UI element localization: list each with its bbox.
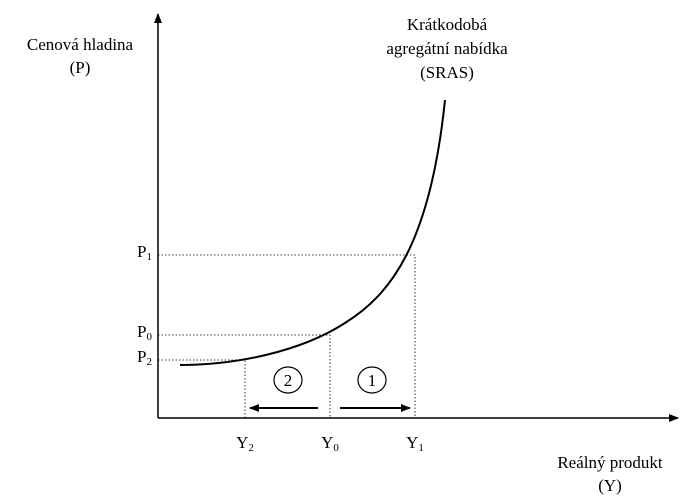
shift-circle: [273, 366, 303, 394]
tick-label: P0: [137, 322, 152, 343]
sras-curve: [179, 99, 446, 366]
tick-letter: Y: [406, 433, 418, 452]
y-axis-label: (P): [70, 58, 91, 77]
x-axis-label: Reálný produkt: [557, 453, 663, 472]
shift-label: 2: [284, 371, 293, 390]
tick-letter: P: [137, 242, 146, 261]
shift-circle: [357, 366, 387, 394]
shift-label: 1: [368, 371, 377, 390]
tick-subscript: 1: [418, 442, 424, 454]
guide-p1-y1: [158, 254, 416, 418]
tick-subscript: 0: [147, 331, 153, 343]
tick-subscript: 2: [147, 356, 153, 368]
x-axis-label: (Y): [598, 476, 622, 495]
curve-label: (SRAS): [420, 63, 474, 82]
tick-subscript: 2: [248, 442, 254, 454]
tick-letter: Y: [236, 433, 248, 452]
tick-label: P1: [137, 242, 152, 263]
curve-label: Krátkodobá: [407, 15, 488, 34]
tick-subscript: 1: [147, 251, 153, 263]
guide-p2-y2: [158, 359, 246, 418]
tick-label: Y1: [406, 433, 424, 454]
tick-letter: P: [137, 347, 146, 366]
tick-label: Y2: [236, 433, 254, 454]
tick-letter: P: [137, 322, 146, 341]
tick-letter: Y: [321, 433, 333, 452]
y-axis-label: Cenová hladina: [27, 35, 134, 54]
tick-label: P2: [137, 347, 152, 368]
tick-label: Y0: [321, 433, 339, 454]
curve-label: agregátní nabídka: [386, 39, 508, 58]
guide-p0-y0: [158, 334, 331, 418]
tick-subscript: 0: [333, 442, 339, 454]
